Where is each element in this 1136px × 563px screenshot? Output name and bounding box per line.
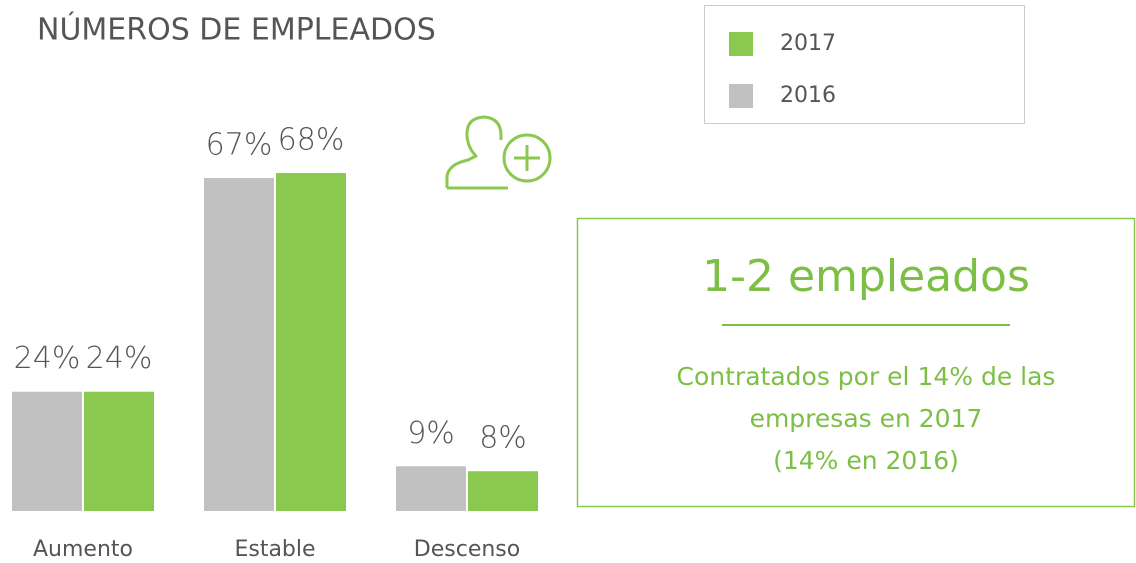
bar	[396, 466, 466, 511]
callout-box	[576, 217, 1136, 508]
x-tick-label: Estable	[234, 537, 315, 562]
legend-box	[704, 5, 1025, 124]
value-label: 24%	[14, 341, 81, 376]
legend-label: 2017	[780, 31, 836, 56]
value-label: 68%	[278, 123, 345, 158]
bar	[468, 471, 538, 511]
x-tick-label: Descenso	[414, 537, 520, 562]
callout-heading: 1-2 empleados	[702, 251, 1030, 302]
x-tick-label: Aumento	[33, 537, 133, 562]
legend-label: 2016	[780, 83, 836, 108]
value-label: 9%	[407, 416, 455, 451]
bar	[12, 391, 82, 511]
callout-text: (14% en 2016)	[773, 446, 959, 475]
callout-text: empresas en 2017	[750, 404, 983, 433]
chart-title: NÚMEROS DE EMPLEADOS	[37, 11, 436, 48]
bar	[276, 173, 346, 512]
value-label: 67%	[206, 128, 273, 163]
value-label: 24%	[86, 341, 153, 376]
bar	[204, 178, 274, 511]
value-label: 8%	[479, 421, 527, 456]
callout-text: Contratados por el 14% de las	[677, 362, 1056, 391]
legend-swatch	[729, 32, 753, 56]
person-add-icon	[445, 115, 552, 190]
bar	[84, 391, 154, 511]
legend-swatch	[729, 84, 753, 108]
